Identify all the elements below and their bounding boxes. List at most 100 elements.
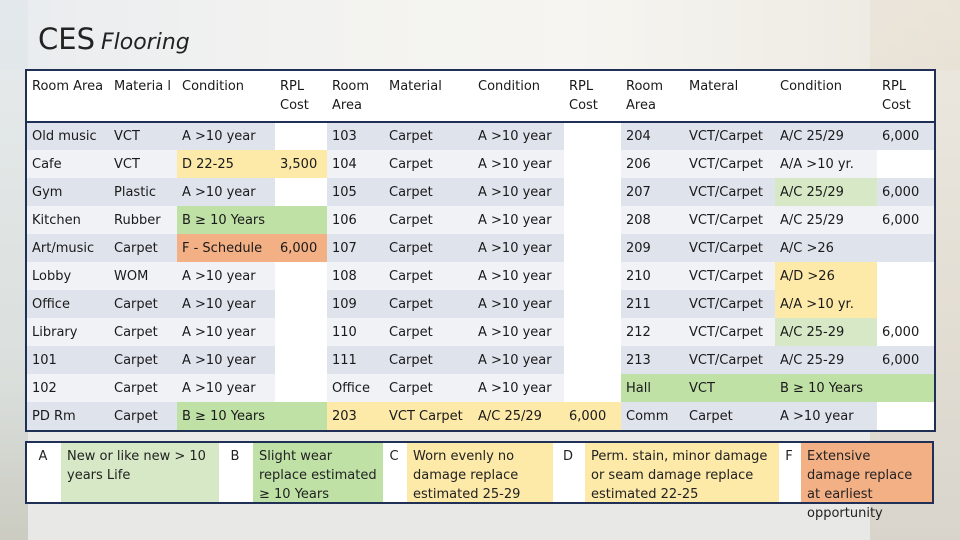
table-cell: A >10 year [473,206,564,234]
table-cell: Lobby [26,262,109,290]
table-row: Lobby WOM A >10 year 108 Carpet A >10 year 210… [26,262,935,290]
legend-key-c: C [383,443,405,502]
legend-text-b: Slight wear replace estimated ≥ 10 Years [251,443,383,502]
table-cell: Carpet [384,262,473,290]
legend-key-b: B [219,443,251,502]
table-cell: B ≥ 10 Years [177,206,275,234]
table-cell: A >10 year [473,178,564,206]
table-row: Gym Plastic A >10 year 105 Carpet A >10 year 2… [26,178,935,206]
table-cell: A >10 year [473,234,564,262]
table-cell [877,374,935,402]
header-cell: RPL Cost [877,70,935,123]
table-cell: Carpet [384,122,473,150]
table-cell: 6,000 [877,122,935,150]
table-cell [275,374,327,402]
legend-text-c: Worn evenly no damage replace estimated … [405,443,553,502]
table-cell: Carpet [384,206,473,234]
table-cell [275,346,327,374]
table-cell: 110 [327,318,384,346]
header-cell: RPL Cost [564,70,621,123]
table-cell: A >10 year [177,290,275,318]
legend-key-a: A [27,443,59,502]
table-cell: Plastic [109,178,177,206]
table-row: Kitchen Rubber B ≥ 10 Years 106 Carpet A >10 … [26,206,935,234]
table-cell: 6,000 [275,234,327,262]
table-cell [564,346,621,374]
table-cell: VCT/Carpet [684,206,775,234]
table-cell: Carpet [384,150,473,178]
table-cell: 213 [621,346,684,374]
table-cell [275,206,327,234]
header-cell: RPL Cost [275,70,327,123]
table-cell: Carpet [384,346,473,374]
table-cell [564,178,621,206]
table-cell: A >10 year [177,374,275,402]
table-cell: 6,000 [564,402,621,431]
table-cell: Carpet [109,290,177,318]
table-cell: Art/music [26,234,109,262]
header-cell: Room Area [621,70,684,123]
table-cell: 212 [621,318,684,346]
table-cell: 106 [327,206,384,234]
table-cell: Old music [26,122,109,150]
table-cell: A/D >26 [775,262,877,290]
slide-title: CES Flooring [38,22,190,56]
table-cell: 206 [621,150,684,178]
table-row: 101 Carpet A >10 year 111 Carpet A >10 year 21… [26,346,935,374]
table-cell [564,318,621,346]
table-row: 102 Carpet A >10 year Office Carpet A >10 yea… [26,374,935,402]
table-row: Cafe VCT D 22-25 3,500 104 Carpet A >10 year 20… [26,150,935,178]
table-cell: A >10 year [177,346,275,374]
table-cell: A/C 25/29 [775,178,877,206]
table-cell: 107 [327,234,384,262]
table-cell: 103 [327,122,384,150]
table-cell: VCT/Carpet [684,318,775,346]
table-cell: Office [26,290,109,318]
header-cell: Material [384,70,473,123]
table-cell: A >10 year [473,374,564,402]
table-cell: Carpet [384,178,473,206]
table-cell: 6,000 [877,206,935,234]
table-cell: Carpet [384,290,473,318]
legend-text-a: New or like new > 10 years Life [59,443,219,502]
table-cell: Carpet [109,402,177,431]
table-cell: A >10 year [177,262,275,290]
table-cell: VCT/Carpet [684,150,775,178]
table-cell: Carpet [109,374,177,402]
table-cell: A >10 year [177,122,275,150]
table-cell: A >10 year [177,178,275,206]
table-cell: VCT [684,374,775,402]
table-cell [275,262,327,290]
table-cell: Carpet [109,318,177,346]
table-cell: A/C 25-29 [775,346,877,374]
table-cell: WOM [109,262,177,290]
table-cell [564,234,621,262]
header-cell: Condition [473,70,564,123]
table-cell [877,402,935,431]
table-cell: A >10 year [177,318,275,346]
table-cell: A >10 year [473,122,564,150]
table-cell [564,374,621,402]
table-cell: Carpet [384,374,473,402]
table-cell: Carpet [384,318,473,346]
table-cell: 105 [327,178,384,206]
table-cell [275,290,327,318]
table-cell [877,150,935,178]
table-cell [877,290,935,318]
table-cell: 111 [327,346,384,374]
title-main: CES [38,22,95,56]
table-cell: 109 [327,290,384,318]
table-cell: Rubber [109,206,177,234]
table-cell [564,122,621,150]
background-left [0,0,28,540]
header-cell: Materia l [109,70,177,123]
legend-text-d: Perm. stain, minor damage or seam damage… [583,443,779,502]
header-cell: Room Area [26,70,109,123]
table-cell: Carpet [684,402,775,431]
table-cell [564,150,621,178]
legend-key-f: F [779,443,799,502]
flooring-table: Room Area Materia l Condition RPL Cost R… [25,69,936,432]
table-cell: VCT/Carpet [684,122,775,150]
table-cell: 108 [327,262,384,290]
table-cell: A >10 year [473,262,564,290]
